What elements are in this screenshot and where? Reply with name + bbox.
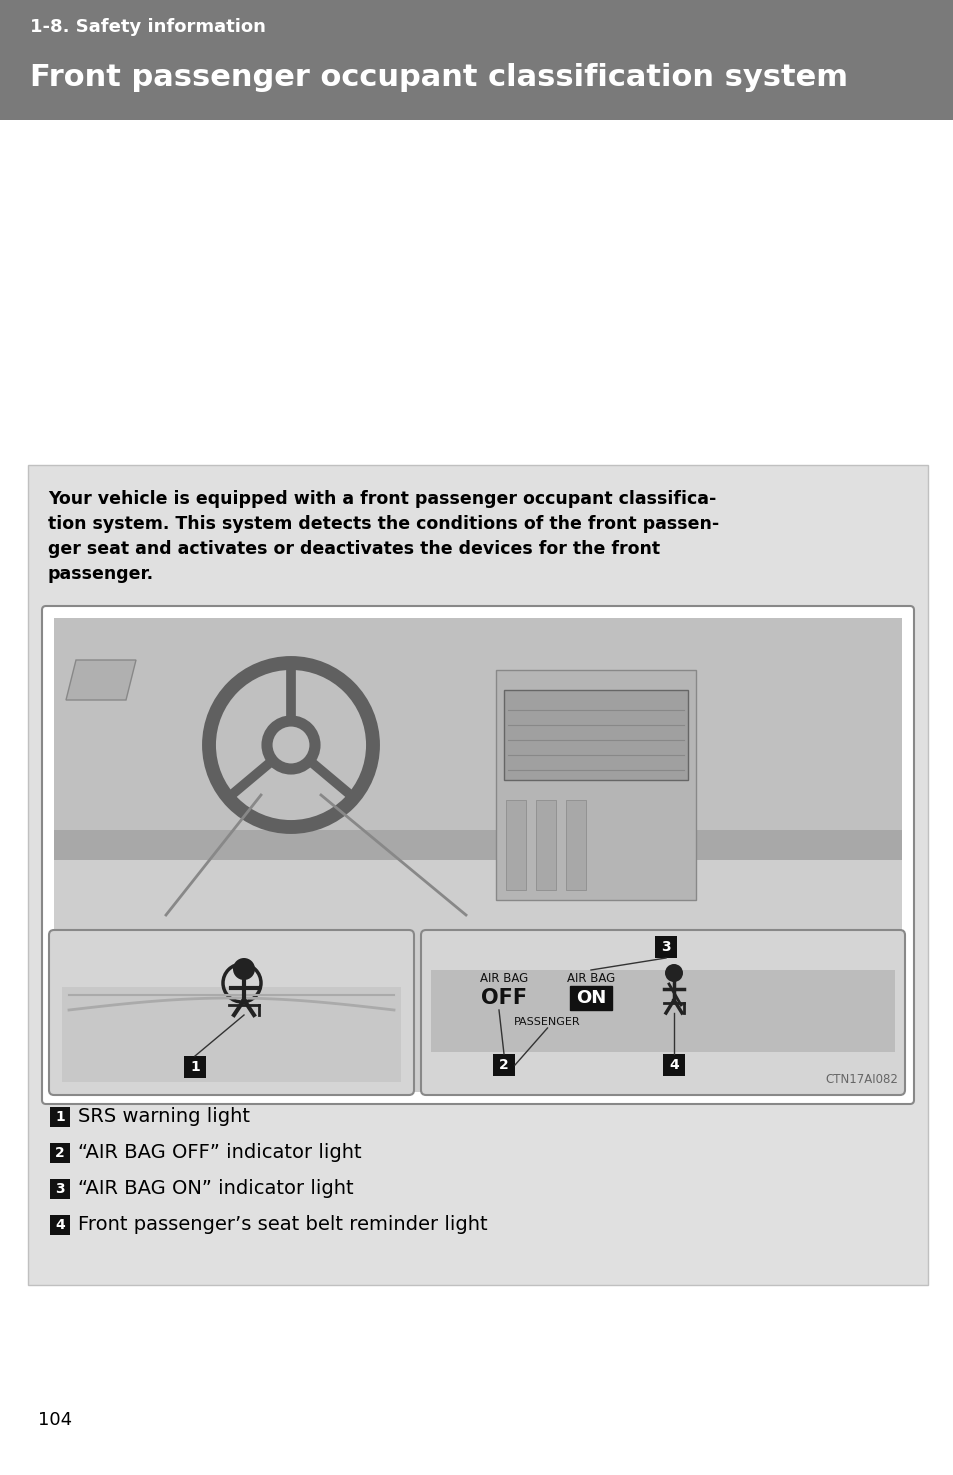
- Polygon shape: [66, 659, 136, 701]
- Bar: [0, 0, 953, 119]
- Text: Front passenger occupant classification system: Front passenger occupant classification …: [30, 62, 847, 91]
- Text: 1-8. Safety information: 1-8. Safety information: [30, 18, 266, 35]
- Text: Your vehicle is equipped with a front passenger occupant classifica-: Your vehicle is equipped with a front pa…: [48, 490, 716, 507]
- Text: 3: 3: [55, 1181, 65, 1196]
- Bar: [536, 799, 556, 889]
- Text: 2: 2: [498, 1058, 508, 1072]
- Bar: [50, 1143, 70, 1162]
- Text: “AIR BAG OFF” indicator light: “AIR BAG OFF” indicator light: [78, 1143, 361, 1162]
- Text: Front passenger’s seat belt reminder light: Front passenger’s seat belt reminder lig…: [78, 1215, 487, 1235]
- Text: “AIR BAG ON” indicator light: “AIR BAG ON” indicator light: [78, 1180, 354, 1199]
- Bar: [569, 985, 612, 1010]
- FancyBboxPatch shape: [42, 606, 913, 1103]
- Text: ON: ON: [576, 990, 605, 1007]
- Text: PASSENGER: PASSENGER: [514, 1016, 580, 1027]
- Text: SRS warning light: SRS warning light: [78, 1108, 250, 1127]
- Bar: [62, 987, 400, 1083]
- Bar: [50, 1215, 70, 1235]
- Bar: [565, 799, 585, 889]
- Bar: [50, 1108, 70, 1127]
- Text: tion system. This system detects the conditions of the front passen-: tion system. This system detects the con…: [48, 515, 719, 532]
- Text: OFF: OFF: [480, 988, 526, 1007]
- Bar: [54, 618, 901, 835]
- Text: 2: 2: [55, 1146, 65, 1159]
- Bar: [496, 670, 696, 900]
- Text: 3: 3: [660, 940, 670, 954]
- Bar: [184, 1056, 206, 1078]
- Text: passenger.: passenger.: [48, 565, 154, 583]
- FancyBboxPatch shape: [420, 931, 904, 1094]
- Text: 1: 1: [55, 1111, 65, 1124]
- Bar: [54, 618, 901, 1092]
- Bar: [28, 465, 927, 1285]
- Circle shape: [233, 957, 254, 979]
- Text: 1: 1: [190, 1061, 200, 1074]
- Circle shape: [664, 965, 682, 982]
- Text: 104: 104: [38, 1412, 72, 1429]
- Text: 4: 4: [668, 1058, 679, 1072]
- Text: AIR BAG: AIR BAG: [566, 972, 615, 984]
- FancyBboxPatch shape: [49, 931, 414, 1094]
- Bar: [493, 1055, 515, 1075]
- Bar: [54, 830, 901, 860]
- Text: 4: 4: [55, 1218, 65, 1232]
- Bar: [431, 971, 894, 1052]
- Bar: [505, 799, 525, 889]
- Bar: [662, 1055, 684, 1075]
- Text: AIR BAG: AIR BAG: [479, 972, 528, 984]
- Text: ger seat and activates or deactivates the devices for the front: ger seat and activates or deactivates th…: [48, 540, 659, 558]
- Text: CTN17AI082: CTN17AI082: [824, 1072, 897, 1086]
- Bar: [503, 690, 687, 780]
- Bar: [50, 1179, 70, 1199]
- Bar: [655, 937, 677, 957]
